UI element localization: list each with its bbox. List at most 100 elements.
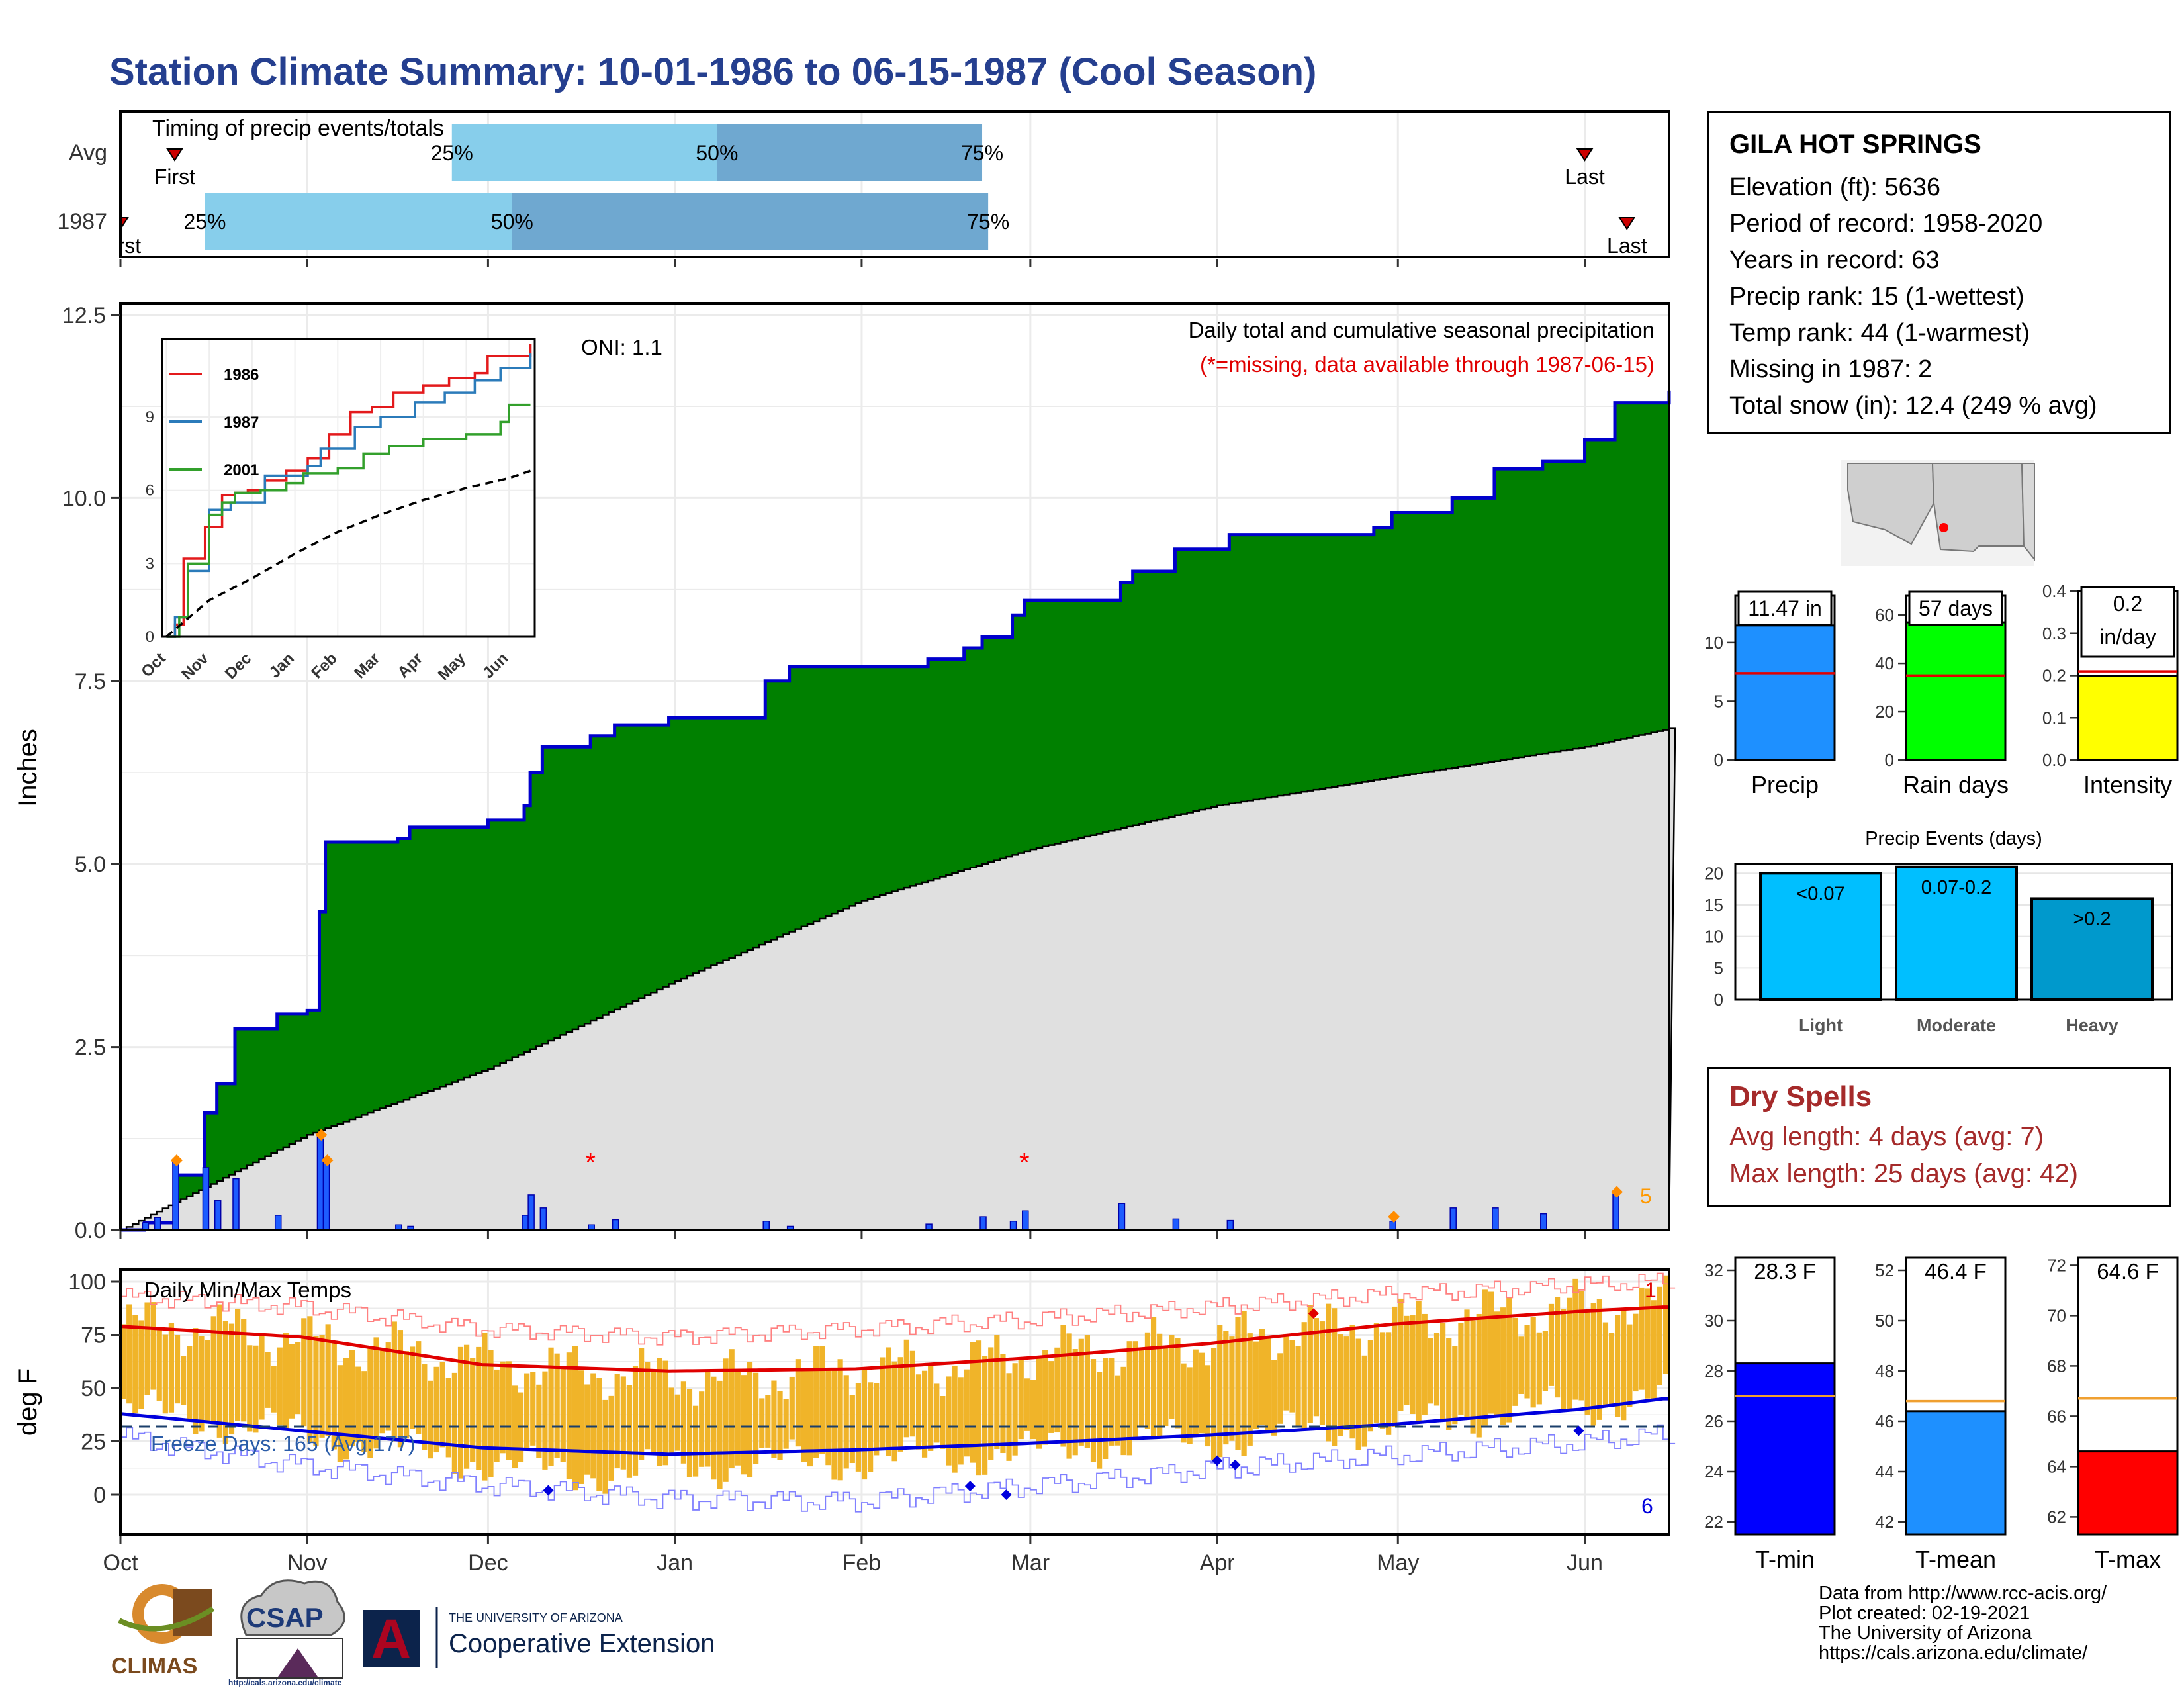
summary-y-tick: 32 [1704, 1260, 1723, 1280]
daily-temp-range-bar [891, 1361, 897, 1462]
month-label: Dec [468, 1550, 508, 1575]
record-low-marker [1001, 1489, 1012, 1500]
average-max-line [120, 1305, 1669, 1373]
inset-series-line [165, 469, 531, 638]
page-title: Station Climate Summary: 10-01-1986 to 0… [109, 50, 1316, 93]
daily-precip-bar [979, 1216, 987, 1231]
daily-temp-range-bar [1247, 1333, 1253, 1446]
daily-temp-range-bar [1265, 1337, 1271, 1433]
daily-precip-bar [202, 1167, 210, 1231]
daily-temp-range-bar [457, 1346, 464, 1479]
daily-precip-bar [172, 1160, 179, 1231]
daily-temp-range-bar [1163, 1346, 1169, 1427]
daily-temp-range-bar [886, 1347, 891, 1456]
daily-temp-range-bar [337, 1365, 343, 1462]
inset-y-tick: 3 [146, 555, 154, 573]
daily-temp-range-bar [952, 1365, 958, 1473]
summary-y-tick: 5 [1714, 691, 1723, 711]
summary-y-tick: 60 [1875, 605, 1894, 625]
inset-y-tick: 6 [146, 482, 154, 500]
daily-temp-range-bar [831, 1370, 837, 1480]
daily-temp-range-bar [271, 1366, 277, 1413]
daily-temp-range-bar [880, 1357, 886, 1449]
summary-y-tick: 24 [1704, 1462, 1723, 1481]
summary-y-tick: 0.0 [2042, 750, 2066, 770]
daily-temp-range-bar [162, 1334, 168, 1414]
month-label: Jan [657, 1550, 693, 1575]
daily-temp-range-bar [657, 1358, 662, 1466]
summary-category-label: Intensity [2083, 771, 2172, 798]
precip-rank: Precip rank: 15 (1-wettest) [1729, 283, 2025, 310]
daily-temp-range-bar [1361, 1355, 1367, 1447]
record-max-line [120, 1272, 1676, 1346]
daily-temp-range-bar [126, 1304, 132, 1404]
last-event-marker [1618, 217, 1636, 230]
daily-temp-range-bar [373, 1337, 379, 1449]
daily-temp-range-bar [1536, 1332, 1542, 1405]
inset-y-tick: 9 [146, 408, 154, 426]
extreme-precip-marker [1388, 1211, 1400, 1223]
daily-temp-range-bar [1338, 1334, 1343, 1436]
daily-precip-bar [1172, 1218, 1180, 1231]
first-event-label: First [100, 234, 141, 258]
record-high-count: 1 [1645, 1278, 1657, 1302]
daily-temp-range-bar [620, 1376, 626, 1470]
summary-y-tick: 10 [1704, 633, 1723, 653]
daily-temp-range-bar [1157, 1333, 1163, 1439]
daily-temp-range-bar [1319, 1321, 1326, 1425]
extreme-precip-marker [321, 1154, 334, 1166]
climas-logo: CLIMAS [111, 1584, 215, 1679]
daily-temp-range-bar [1446, 1338, 1452, 1430]
inset-border [161, 338, 536, 638]
daily-temp-range-bar [1567, 1297, 1572, 1410]
daily-precip-bar [214, 1200, 222, 1231]
daily-precip-bar [322, 1160, 330, 1231]
daily-temp-range-bar [1199, 1352, 1205, 1434]
daily-temp-range-bar [494, 1369, 500, 1462]
last-event-marker [1576, 148, 1594, 162]
daily-temp-range-bar [367, 1346, 373, 1458]
daily-temp-range-bar [813, 1346, 819, 1458]
daily-temp-range-bar [150, 1302, 156, 1390]
daily-temp-range-bar [241, 1319, 247, 1422]
daily-temp-range-bar [1150, 1317, 1157, 1439]
daily-temp-range-bar [765, 1395, 771, 1448]
precip-y-tick: 2.5 [75, 1035, 106, 1060]
record-low-marker [964, 1481, 976, 1492]
daily-temp-range-bar [1428, 1338, 1433, 1404]
daily-temp-range-bar [921, 1370, 928, 1458]
summary-y-tick: 30 [1704, 1311, 1723, 1331]
summary-y-tick: 40 [1875, 653, 1894, 673]
daily-temp-range-bar [1018, 1358, 1024, 1440]
temp-y-tick: 75 [81, 1323, 106, 1348]
daily-temp-range-bar [259, 1336, 265, 1420]
daily-temp-range-bar [1090, 1359, 1097, 1462]
daily-temp-range-bar [253, 1345, 259, 1433]
daily-temp-range-bar [1651, 1300, 1657, 1399]
temp-y-tick: 25 [81, 1430, 106, 1455]
daily-temp-range-bar [1645, 1288, 1651, 1399]
daily-temp-range-bar [855, 1383, 862, 1472]
daily-temp-range-bar [602, 1399, 608, 1494]
period-of-record: Period of record: 1958-2020 [1729, 210, 2043, 238]
summary-y-tick: 68 [2047, 1356, 2066, 1376]
daily-temp-range-bar [283, 1333, 289, 1429]
summary-y-tick: 64 [2047, 1456, 2066, 1476]
daily-precip-bar [539, 1207, 547, 1231]
last-event-label: Last [1607, 234, 1647, 258]
timing-bar-q50-q75 [717, 124, 983, 181]
daily-temp-range-bar [903, 1339, 909, 1438]
daily-temp-range-bar [807, 1368, 813, 1467]
daily-temp-range-bar [843, 1375, 849, 1469]
daily-temp-range-bar [1048, 1361, 1054, 1433]
daily-temp-range-bar [416, 1341, 422, 1434]
daily-temp-range-bar [1301, 1322, 1307, 1431]
daily-temp-range-bar [1596, 1299, 1602, 1420]
summary-y-tick: 48 [1875, 1361, 1894, 1381]
daily-temp-range-bar [307, 1316, 313, 1443]
daily-temp-range-bar [1030, 1380, 1036, 1440]
summary-y-tick: 44 [1875, 1462, 1894, 1481]
daily-temp-range-bar [1132, 1341, 1138, 1441]
daily-temp-range-bar [1518, 1336, 1524, 1394]
daily-temp-range-bar [639, 1348, 645, 1460]
